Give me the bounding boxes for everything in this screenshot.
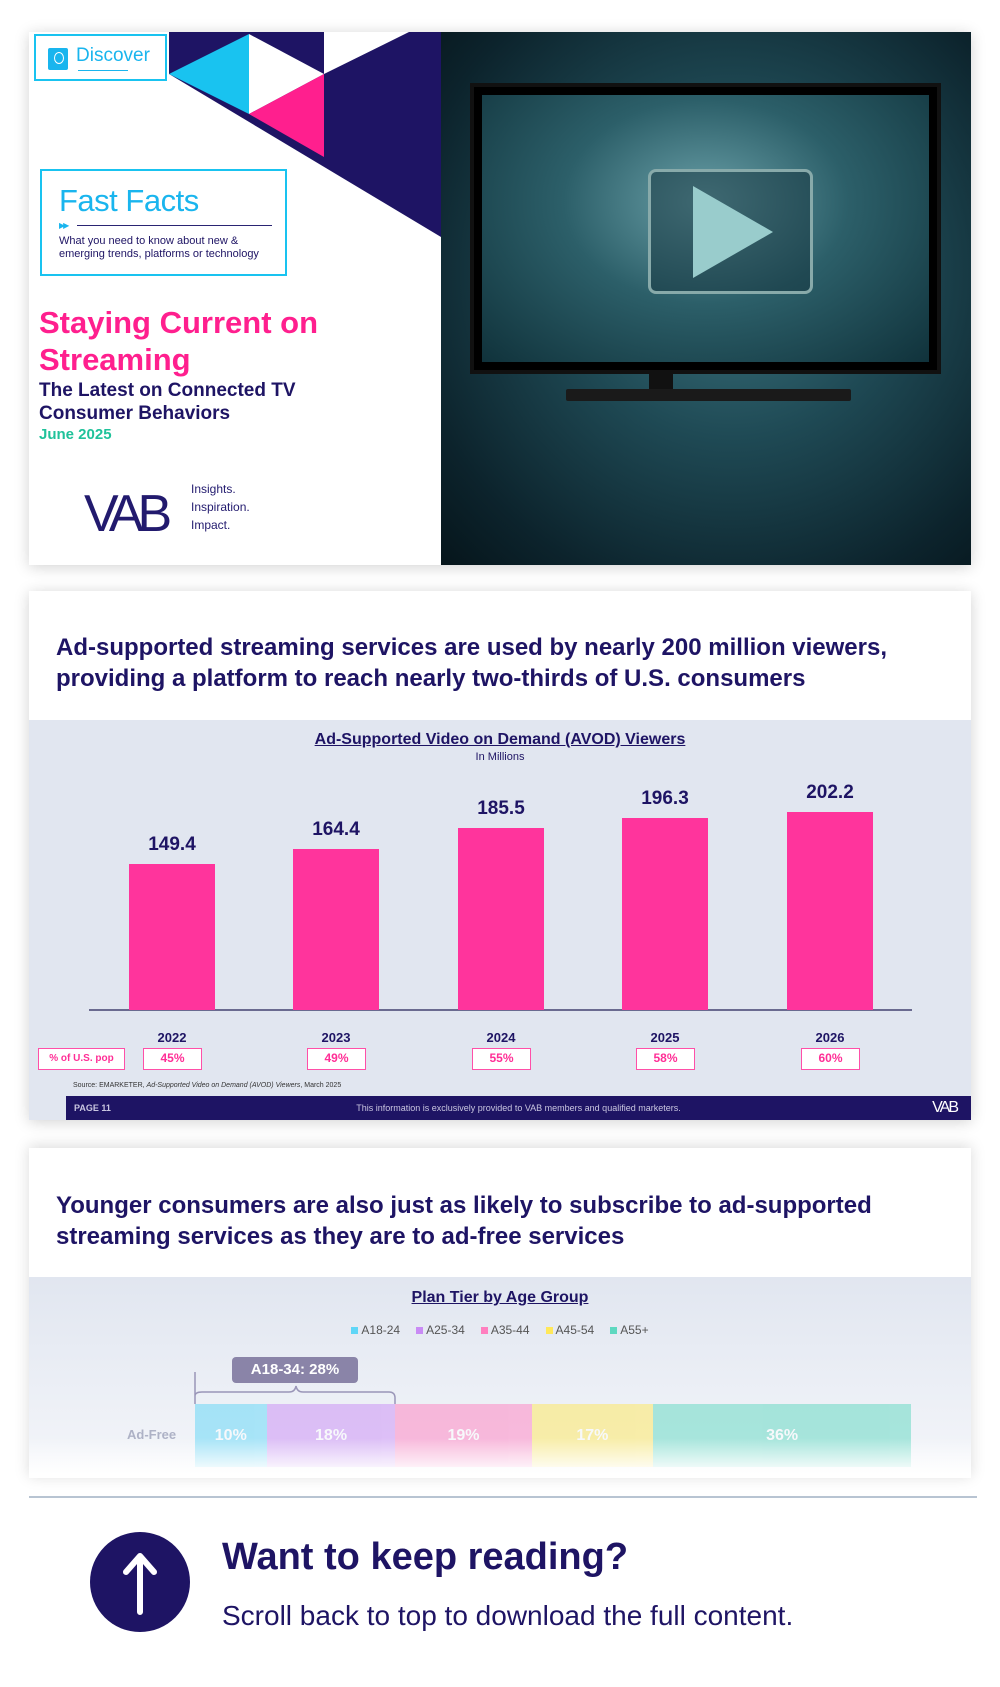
pct-label: % of U.S. pop bbox=[38, 1048, 125, 1070]
chart-legend: A18-24 A25-34 A35-44 A45-54 A55+ bbox=[29, 1323, 971, 1337]
legend-item: A55+ bbox=[610, 1323, 649, 1337]
bar-2025 bbox=[622, 817, 708, 1010]
slide-headline: Ad-supported streaming services are used… bbox=[29, 591, 971, 720]
legend-item: A18-24 bbox=[351, 1323, 400, 1337]
x-tick-label: 2022 bbox=[157, 1030, 187, 1045]
pct-of-pop: 60% bbox=[801, 1048, 860, 1070]
footer-logo: VAB bbox=[932, 1099, 959, 1116]
pct-of-pop: 45% bbox=[143, 1048, 202, 1070]
slide-footer: PAGE 11 This information is exclusively … bbox=[66, 1096, 971, 1120]
x-tick-label: 2024 bbox=[486, 1030, 516, 1045]
vab-tagline: Insights. Inspiration. Impact. bbox=[191, 482, 250, 532]
cover-subtitle: The Latest on Connected TV Consumer Beha… bbox=[39, 380, 296, 424]
fast-facts-title: Fast Facts bbox=[59, 183, 199, 218]
callout-badge: A18-34: 28% bbox=[232, 1357, 358, 1383]
divider bbox=[29, 1496, 977, 1498]
bar-2024 bbox=[458, 828, 544, 1010]
cta-heading: Want to keep reading? bbox=[222, 1536, 629, 1578]
vab-logo: VAB bbox=[84, 485, 172, 543]
x-tick-label: 2025 bbox=[650, 1030, 680, 1045]
play-icon bbox=[648, 169, 813, 294]
cover-date: June 2025 bbox=[39, 426, 112, 443]
page-number: PAGE 11 bbox=[74, 1103, 111, 1113]
plan-tier-slide: Younger consumers are also just as likel… bbox=[29, 1148, 971, 1478]
slide-headline: Younger consumers are also just as likel… bbox=[29, 1148, 971, 1277]
legend-item: A35-44 bbox=[480, 1323, 530, 1337]
data-label: 202.2 bbox=[806, 781, 854, 803]
tv-base bbox=[566, 389, 851, 401]
discover-badge: Discover bbox=[34, 34, 167, 81]
pct-of-pop: 58% bbox=[636, 1048, 695, 1070]
x-tick-label: 2023 bbox=[321, 1030, 351, 1045]
bracket bbox=[194, 1372, 396, 1404]
chart-title: Ad-Supported Video on Demand (AVOD) View… bbox=[314, 731, 686, 748]
tv-stand bbox=[649, 374, 673, 389]
footer-note: This information is exclusively provided… bbox=[356, 1103, 681, 1113]
pct-of-pop: 49% bbox=[307, 1048, 366, 1070]
data-label: 185.5 bbox=[477, 798, 525, 820]
bar-2026 bbox=[787, 811, 873, 1010]
legend-item: A45-54 bbox=[545, 1323, 594, 1337]
avod-slide: Ad-supported streaming services are used… bbox=[29, 591, 971, 1120]
fast-forward-icon: ▶▶ bbox=[59, 221, 69, 230]
legend-item: A25-34 bbox=[416, 1323, 465, 1337]
geometric-triangles bbox=[169, 32, 441, 237]
discover-label: Discover bbox=[76, 45, 150, 66]
arrow-up-icon bbox=[123, 1553, 157, 1615]
x-tick-label: 2026 bbox=[815, 1030, 845, 1045]
source-note: Source: EMARKETER, Ad-Supported Video on… bbox=[73, 1082, 342, 1089]
x-axis bbox=[89, 1009, 912, 1011]
fast-facts-description: What you need to know about new & emergi… bbox=[59, 235, 259, 260]
pct-of-pop: 55% bbox=[472, 1048, 531, 1070]
chart-title: Plan Tier by Age Group bbox=[411, 1289, 589, 1306]
fast-facts-box: Fast Facts ▶▶ What you need to know abou… bbox=[40, 169, 287, 276]
data-label: 196.3 bbox=[641, 787, 689, 809]
data-label: 149.4 bbox=[148, 833, 196, 855]
lightbulb-icon bbox=[48, 48, 68, 70]
category-label: Ad-Free bbox=[127, 1427, 177, 1442]
bar-2022 bbox=[129, 863, 215, 1010]
cover-title: Staying Current on Streaming bbox=[39, 305, 319, 377]
bar-2023 bbox=[293, 848, 379, 1010]
scroll-to-top-button[interactable] bbox=[90, 1532, 190, 1632]
tv-screen bbox=[470, 83, 941, 374]
cta-text: Scroll back to top to download the full … bbox=[222, 1600, 794, 1631]
chart-subtitle: In Millions bbox=[475, 751, 525, 763]
data-label: 164.4 bbox=[312, 818, 360, 840]
